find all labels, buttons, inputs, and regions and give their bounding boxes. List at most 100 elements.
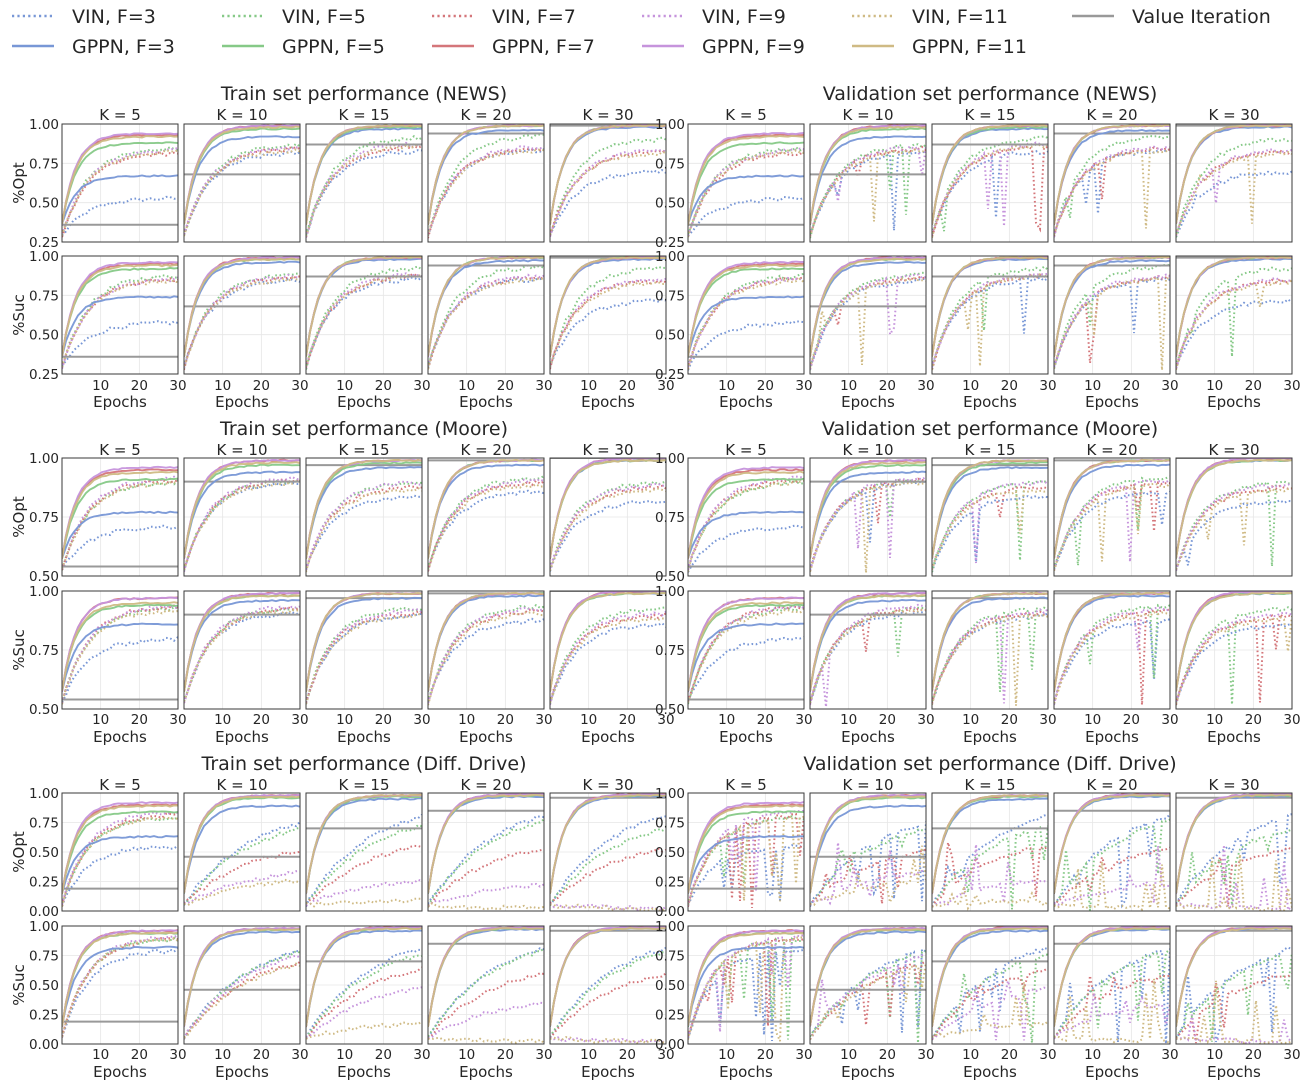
subplot-frame bbox=[427, 255, 545, 375]
legend-label: GPPN, F=7 bbox=[492, 36, 595, 58]
vin-series-line bbox=[932, 608, 1048, 705]
vin-series-line bbox=[1054, 846, 1170, 907]
gppn-series-line bbox=[428, 591, 544, 692]
vin-series-line bbox=[428, 277, 544, 370]
subplot-frame bbox=[687, 457, 805, 577]
x-tick-label: 30 bbox=[795, 1047, 812, 1063]
vin-series-line bbox=[1176, 946, 1292, 1043]
gppn-series-line bbox=[932, 592, 1048, 691]
x-axis-label: Epochs bbox=[215, 393, 269, 411]
gppn-series-line bbox=[428, 594, 544, 692]
x-tick-label: 30 bbox=[413, 712, 430, 728]
gppn-series-line bbox=[688, 470, 804, 558]
x-tick-label: 10 bbox=[214, 378, 231, 394]
x-axis-label: Epochs bbox=[719, 728, 773, 746]
k-label: K = 5 bbox=[99, 776, 140, 794]
vin-series-line bbox=[1176, 854, 1292, 911]
gppn-series-line bbox=[184, 793, 300, 893]
vin-series-line bbox=[1054, 978, 1170, 1044]
vin-series-line bbox=[1176, 482, 1292, 571]
series-lines bbox=[932, 591, 1048, 706]
k-label: K = 15 bbox=[338, 441, 389, 459]
gppn-series-line bbox=[306, 795, 422, 894]
x-tick-label: 10 bbox=[840, 1047, 857, 1063]
vin-series-line bbox=[306, 897, 422, 908]
vin-series-line bbox=[1054, 482, 1170, 571]
legend-label: GPPN, F=3 bbox=[72, 36, 175, 58]
subplot-frame bbox=[549, 255, 667, 375]
vin-series-line bbox=[550, 136, 666, 237]
y-tick-label: 0.75 bbox=[655, 156, 685, 172]
series-lines bbox=[932, 256, 1048, 371]
subplot bbox=[427, 457, 545, 577]
gppn-series-line bbox=[810, 795, 926, 894]
series-lines bbox=[550, 926, 666, 1044]
series-lines bbox=[810, 926, 926, 1044]
y-tick-label: 0.25 bbox=[29, 875, 59, 891]
gppn-series-line bbox=[550, 591, 666, 692]
subplot: 0.00 0.25 0.50 0.75 1.00 bbox=[29, 786, 179, 920]
subplot bbox=[183, 925, 301, 1045]
vin-series-line bbox=[1054, 490, 1170, 570]
gppn-series-line bbox=[688, 141, 804, 225]
vin-series-line bbox=[550, 1036, 666, 1044]
vin-series-line bbox=[306, 612, 422, 703]
gppn-series-line bbox=[184, 257, 300, 357]
x-tick-label: 10 bbox=[962, 1047, 979, 1063]
gppn-series-line bbox=[550, 124, 666, 225]
y-tick-label: 0.00 bbox=[655, 904, 685, 920]
gppn-series-line bbox=[62, 810, 178, 893]
x-axis-label: Epochs bbox=[459, 1063, 513, 1081]
vin-series-line bbox=[550, 606, 666, 705]
y-tick-label: 0.75 bbox=[655, 816, 685, 832]
x-tick-label: 20 bbox=[879, 378, 896, 394]
subplot bbox=[549, 255, 667, 375]
x-tick-label: 10 bbox=[92, 378, 109, 394]
subplot-frame bbox=[931, 457, 1049, 577]
gppn-series-line bbox=[550, 793, 666, 894]
gppn-series-line bbox=[1176, 458, 1292, 559]
vin-series-line bbox=[428, 148, 544, 237]
x-axis-label: Epochs bbox=[841, 728, 895, 746]
gppn-series-line bbox=[932, 459, 1048, 559]
legend-label: GPPN, F=9 bbox=[702, 36, 805, 58]
x-tick-label: 10 bbox=[718, 378, 735, 394]
gppn-series-line bbox=[550, 795, 666, 894]
gppn-series-line bbox=[428, 926, 544, 1027]
subplot-frame bbox=[549, 590, 667, 710]
subplot bbox=[549, 590, 667, 710]
x-tick-label: 30 bbox=[657, 378, 674, 394]
gppn-series-line bbox=[62, 801, 178, 894]
x-tick-label: 10 bbox=[1084, 378, 1101, 394]
x-tick-label: 10 bbox=[580, 712, 597, 728]
x-tick-label: 30 bbox=[917, 712, 934, 728]
panel-group: Validation set performance (Diff. Drive)… bbox=[655, 753, 1301, 1081]
vin-series-line bbox=[306, 844, 422, 905]
y-tick-label: 1.00 bbox=[655, 249, 685, 265]
subplot: 0.00 0.25 0.50 0.75 1.00 bbox=[655, 786, 805, 920]
k-label: K = 30 bbox=[1208, 441, 1259, 459]
k-label: K = 30 bbox=[1208, 106, 1259, 124]
gppn-series-line bbox=[1176, 256, 1292, 357]
gppn-series-line bbox=[184, 125, 300, 225]
vin-series-line bbox=[688, 933, 804, 1038]
subplot-frame bbox=[1175, 123, 1293, 243]
series-lines bbox=[688, 466, 804, 573]
gppn-series-line bbox=[306, 124, 422, 226]
x-tick-label: 10 bbox=[336, 1047, 353, 1063]
gppn-series-line bbox=[1176, 458, 1292, 559]
gppn-series-line bbox=[184, 804, 300, 893]
vin-series-line bbox=[1176, 844, 1292, 911]
subplot-frame bbox=[183, 457, 301, 577]
gppn-series-line bbox=[184, 127, 300, 225]
y-tick-label: 0.00 bbox=[29, 904, 59, 920]
panel-group: Train set performance (Moore)K = 50.500.… bbox=[10, 418, 675, 746]
vin-series-line bbox=[550, 280, 666, 368]
x-tick-label: 30 bbox=[535, 378, 552, 394]
x-axis-label: Epochs bbox=[337, 728, 391, 746]
subplot-frame bbox=[809, 792, 927, 912]
gppn-series-line bbox=[1176, 458, 1292, 559]
gppn-series-line bbox=[932, 257, 1048, 356]
vin-series-line bbox=[184, 954, 300, 1040]
vin-series-line bbox=[550, 612, 666, 703]
